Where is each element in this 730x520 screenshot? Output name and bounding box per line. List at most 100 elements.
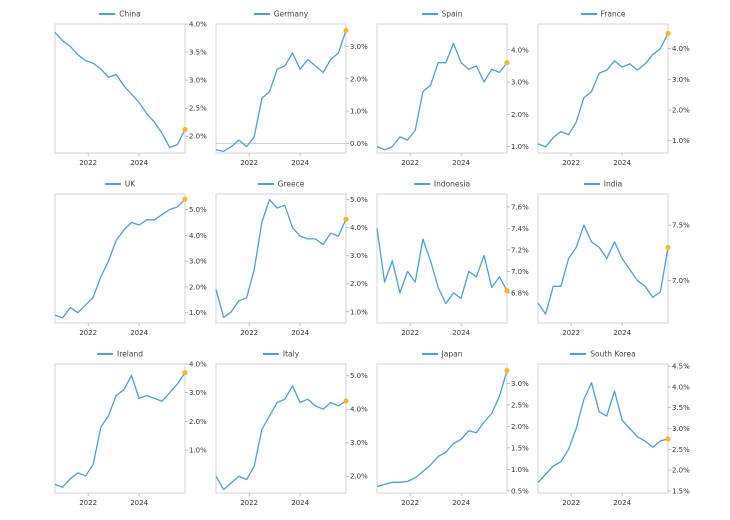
y-tick-label: 7.0% [672, 277, 690, 285]
legend: Japan [377, 349, 507, 363]
series-line [376, 370, 508, 488]
chart-svg: 1.0% 2.0% 3.0% 4.0% 5.0% 2022 2024 [215, 193, 368, 337]
chart-uk: UK 1.0% 2.0% 3.0% 4.0% 5.0% 2022 2024 [54, 177, 217, 342]
latest-value-marker [504, 60, 510, 66]
y-tick-label: 3.5% [672, 404, 690, 412]
series-line [54, 372, 186, 488]
y-tick-label: 1.5% [511, 444, 529, 452]
y-tick-label: 0.0% [350, 140, 368, 148]
y-tick-label: 1.0% [672, 137, 690, 145]
latest-value-marker [665, 244, 671, 250]
chart-svg: 6.8% 7.0% 7.2% 7.4% 7.6% 2022 2024 [376, 193, 529, 337]
chart-svg: 2.0% 3.0% 4.0% 5.0% 2022 2024 [215, 363, 368, 507]
legend: Indonesia [377, 179, 507, 193]
y-tick-label: 1.0% [350, 308, 368, 316]
x-tick-label: 2022 [562, 329, 580, 337]
legend-label: China [119, 9, 141, 19]
x-tick-label: 2022 [240, 329, 258, 337]
legend-swatch [413, 183, 430, 185]
y-tick-label: 7.2% [511, 246, 529, 254]
series-line [215, 385, 347, 491]
y-tick-label: 2.5% [511, 401, 529, 409]
y-tick-label: 3.0% [511, 79, 529, 87]
legend-swatch [262, 353, 279, 355]
latest-value-marker [343, 216, 349, 222]
x-tick-label: 2022 [240, 159, 258, 167]
y-tick-label: 2.0% [350, 473, 368, 481]
plot-frame [376, 23, 508, 154]
y-tick-label: 3.0% [511, 380, 529, 388]
y-tick-label: 3.0% [189, 258, 207, 266]
x-tick-label: 2022 [562, 499, 580, 507]
legend-label: India [603, 179, 623, 189]
y-tick-label: 4.5% [672, 363, 690, 371]
x-tick-label: 2022 [79, 159, 97, 167]
plot-frame [537, 363, 669, 494]
chart-svg: 1.0% 2.0% 3.0% 4.0% 2022 2024 [537, 23, 690, 167]
chart-svg: 0.5% 1.0% 1.5% 2.0% 2.5% 3.0% 2022 2024 [376, 363, 529, 507]
legend-label: Ireland [117, 349, 143, 359]
y-tick-label: 7.5% [672, 222, 690, 230]
y-tick-label: 6.8% [511, 289, 529, 297]
legend-label: Greece [277, 179, 305, 189]
y-tick-label: 5.0% [350, 196, 368, 204]
y-tick-label: 4.0% [672, 45, 690, 53]
legend: Greece [216, 179, 346, 193]
latest-value-marker [343, 27, 349, 34]
chart-china: China 2.0% 2.5% 3.0% 3.5% 4.0% 2022 2024 [54, 7, 217, 172]
legend-label: UK [124, 179, 136, 189]
y-tick-label: 7.6% [511, 203, 529, 211]
legend-swatch [421, 353, 438, 355]
y-tick-label: 3.0% [350, 439, 368, 447]
plot-frame [376, 363, 508, 494]
plot-frame [54, 23, 186, 154]
x-tick-label: 2024 [130, 329, 148, 337]
x-tick-label: 2024 [613, 499, 631, 507]
y-tick-label: 3.0% [189, 389, 207, 397]
y-tick-label: 2.0% [350, 280, 368, 288]
x-tick-label: 2024 [452, 159, 470, 167]
y-tick-label: 2.5% [189, 105, 207, 113]
x-tick-label: 2024 [452, 329, 470, 337]
x-tick-label: 2022 [240, 499, 258, 507]
y-tick-label: 5.0% [189, 206, 207, 214]
x-tick-label: 2022 [401, 329, 419, 337]
chart-svg: 1.0% 2.0% 3.0% 4.0% 2022 2024 [54, 361, 207, 507]
plot-frame [376, 193, 508, 324]
y-tick-label: 3.0% [189, 77, 207, 85]
latest-value-marker [665, 436, 671, 442]
series-line [537, 382, 669, 484]
y-tick-label: 4.0% [350, 406, 368, 414]
latest-value-marker [182, 370, 188, 376]
legend-label: Italy [282, 349, 300, 359]
series-line [54, 198, 186, 319]
y-tick-label: 1.0% [189, 447, 207, 455]
legend-swatch [583, 183, 600, 185]
x-tick-label: 2022 [401, 159, 419, 167]
y-tick-label: 4.0% [511, 46, 529, 54]
y-tick-label: 7.4% [511, 225, 529, 233]
legend-label: Indonesia [433, 179, 471, 189]
y-tick-label: 1.0% [350, 108, 368, 116]
chart-germany: Germany 0.0% 1.0% 2.0% 3.0% 2022 2024 [215, 7, 378, 172]
y-tick-label: 1.0% [511, 143, 529, 151]
legend-swatch [97, 353, 114, 355]
y-tick-label: 1.0% [511, 466, 529, 474]
chart-svg: 7.0% 7.5% 2022 2024 [537, 193, 690, 337]
legend: Italy [216, 349, 346, 363]
plot-frame [54, 363, 186, 494]
chart-india: India 7.0% 7.5% 2022 2024 [537, 177, 700, 342]
y-tick-label: 2.0% [189, 133, 207, 141]
plot-frame [215, 363, 347, 494]
legend-swatch [253, 13, 270, 15]
series-line [215, 198, 347, 319]
latest-value-marker [504, 367, 510, 374]
chart-italy: Italy 2.0% 3.0% 4.0% 5.0% 2022 2024 [215, 347, 378, 512]
x-tick-label: 2024 [291, 329, 309, 337]
x-tick-label: 2024 [291, 499, 309, 507]
y-tick-label: 2.0% [672, 467, 690, 475]
chart-svg: 1.0% 2.0% 3.0% 4.0% 5.0% 2022 2024 [54, 193, 207, 337]
y-tick-label: 2.0% [511, 111, 529, 119]
y-tick-label: 1.5% [672, 487, 690, 495]
